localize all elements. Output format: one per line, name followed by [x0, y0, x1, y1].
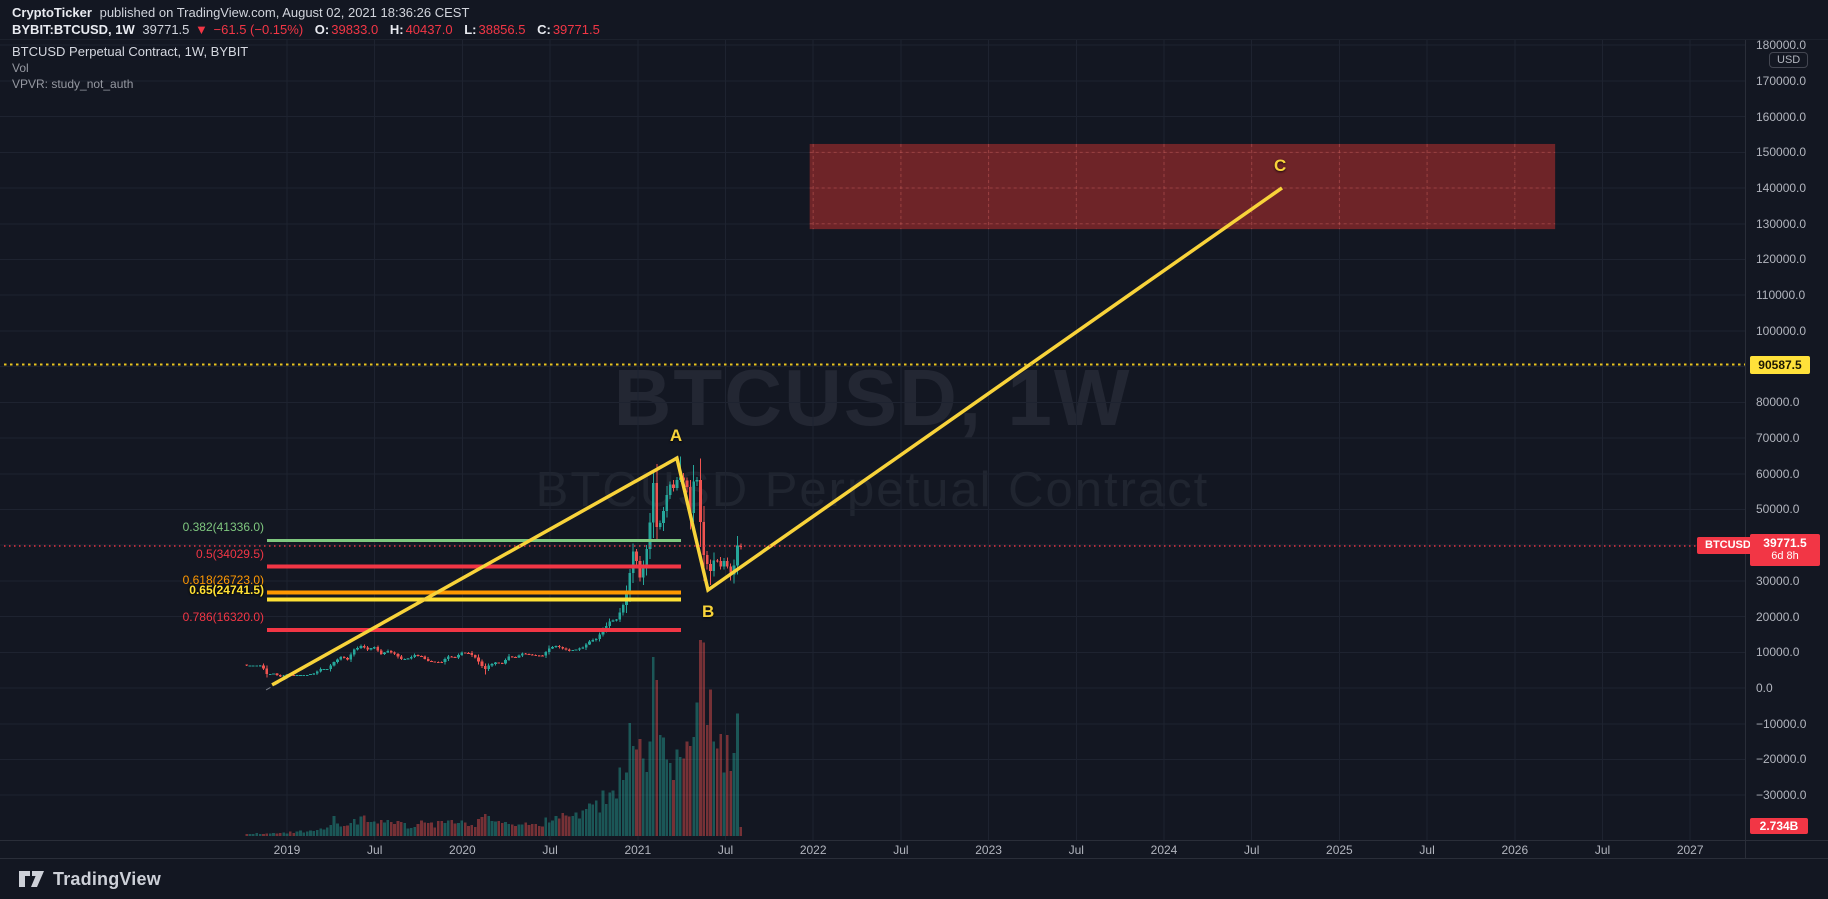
volume-value-badge: 2.734B: [1750, 818, 1808, 834]
time-tick-label: 2027: [1676, 843, 1704, 857]
bar-countdown: 6d 8h: [1771, 550, 1799, 562]
time-axis-border: [0, 840, 1828, 841]
price-tick-label: 0.0: [1756, 681, 1773, 696]
price-tick-label: −10000.0: [1756, 716, 1807, 731]
time-tick-label: 2025: [1326, 843, 1353, 857]
close-label: C:: [537, 22, 551, 37]
price-tick-label: 70000.0: [1756, 431, 1800, 446]
wave-point-a-label[interactable]: A: [669, 426, 683, 446]
down-arrow-icon: ▼: [195, 22, 208, 37]
target-zone-box[interactable]: [809, 143, 1556, 230]
price-tick-label: 130000.0: [1756, 216, 1807, 231]
volume-series: [245, 640, 743, 836]
price-tick-label: 60000.0: [1756, 466, 1800, 481]
legend-vpvr-study[interactable]: VPVR: study_not_auth: [12, 77, 134, 91]
tradingview-logo-link[interactable]: TradingView: [18, 869, 161, 890]
time-tick-label: Jul: [1594, 843, 1611, 857]
tradingview-logo-icon: [19, 871, 44, 887]
time-tick-label: Jul: [717, 843, 734, 857]
symbol-line: BYBIT:BTCUSD, 1W 39771.5 ▼ −61.5 (−0.15%…: [12, 21, 600, 38]
last-price: 39771.5: [142, 22, 190, 37]
time-tick-label: Jul: [367, 843, 383, 857]
time-tick-label: 2020: [449, 843, 476, 857]
footer-bar: TradingView: [0, 859, 1828, 899]
open-value: 39833.0: [331, 22, 379, 37]
time-tick-label: 2024: [1150, 843, 1178, 857]
price-line-symbol-chip: BTCUSD: [1697, 537, 1759, 554]
time-tick-label: Jul: [1419, 843, 1435, 857]
price-axis-border: [1745, 40, 1746, 858]
legend-volume-study[interactable]: Vol: [12, 61, 29, 75]
currency-unit-button[interactable]: USD: [1769, 52, 1809, 68]
header: CryptoTicker published on TradingView.co…: [12, 4, 600, 38]
low-label: L:: [464, 22, 477, 37]
time-tick-label: Jul: [893, 843, 909, 857]
author-name[interactable]: CryptoTicker: [12, 5, 92, 20]
fib-label-0618: 0.618(26723.0): [182, 572, 264, 587]
fib-label-0382: 0.382(41336.0): [182, 520, 264, 535]
price-tick-label: 180000.0: [1756, 38, 1807, 53]
price-tick-label: 170000.0: [1756, 73, 1807, 88]
price-tick-label: 10000.0: [1756, 645, 1800, 660]
footer-border: [0, 858, 1828, 859]
fib-retracement-lines[interactable]: [266, 538, 681, 632]
symbol-title[interactable]: BYBIT:BTCUSD, 1W: [12, 22, 135, 37]
fib-label-065: 0.65(24741.5): [189, 582, 264, 597]
publish-info: published on TradingView.com, August 02,…: [99, 5, 470, 20]
price-tick-label: 110000.0: [1756, 288, 1806, 303]
price-tick-label: 160000.0: [1756, 109, 1807, 124]
time-tick-label: Jul: [1244, 843, 1260, 857]
legend-main-series[interactable]: BTCUSD Perpetual Contract, 1W, BYBIT: [12, 44, 249, 59]
price-tick-label: 100000.0: [1756, 323, 1807, 338]
price-tick-label: 80000.0: [1756, 395, 1800, 410]
price-tick-label: −30000.0: [1756, 788, 1807, 803]
low-value: 38856.5: [478, 22, 526, 37]
price-tick-label: 120000.0: [1756, 252, 1807, 267]
time-tick-label: 2023: [975, 843, 1002, 857]
time-axis[interactable]: 2019 Jul 2020 Jul 2021 Jul 2022 Jul 2023 Jul 2024 J…: [0, 840, 1745, 858]
brand-name: TradingView: [53, 868, 161, 889]
chart-legend: BTCUSD Perpetual Contract, 1W, BYBIT Vol…: [12, 44, 248, 92]
fib-label-05: 0.5(34029.5): [195, 546, 264, 561]
time-tick-label: 2026: [1501, 843, 1529, 857]
last-price-badge: 39771.5 6d 8h: [1750, 534, 1820, 566]
price-tick-label: 50000.0: [1756, 502, 1800, 517]
chart-top-border: [0, 39, 1828, 40]
time-tick-label: 2019: [273, 843, 301, 857]
abc-projection-line[interactable]: [271, 186, 1284, 687]
price-tick-label: 140000.0: [1756, 181, 1807, 196]
time-tick-label: 2022: [799, 843, 827, 857]
alert-price-badge[interactable]: 90587.5: [1750, 355, 1810, 374]
open-label: O:: [314, 22, 330, 37]
price-tick-label: −20000.0: [1756, 752, 1807, 767]
price-tick-label: 20000.0: [1756, 609, 1800, 624]
last-price-value: 39771.5: [1763, 536, 1807, 550]
publish-line: CryptoTicker published on TradingView.co…: [12, 4, 600, 21]
high-label: H:: [389, 22, 404, 37]
fib-label-0786: 0.786(16320.0): [182, 609, 264, 624]
high-value: 40437.0: [405, 22, 453, 37]
price-tick-label: 30000.0: [1756, 573, 1800, 588]
wave-point-b-label[interactable]: B: [701, 602, 715, 622]
wave-point-c-label[interactable]: C: [1274, 155, 1287, 175]
price-change: −61.5 (−0.15%): [213, 22, 304, 37]
price-axis[interactable]: 180000.0 170000.0 160000.0 150000.0 140000.0…: [1746, 38, 1828, 858]
close-value: 39771.5: [552, 22, 600, 37]
time-tick-label: Jul: [542, 843, 558, 857]
time-tick-label: Jul: [1068, 843, 1084, 857]
time-tick-label: 2021: [624, 843, 652, 857]
price-tick-label: 150000.0: [1756, 145, 1807, 160]
